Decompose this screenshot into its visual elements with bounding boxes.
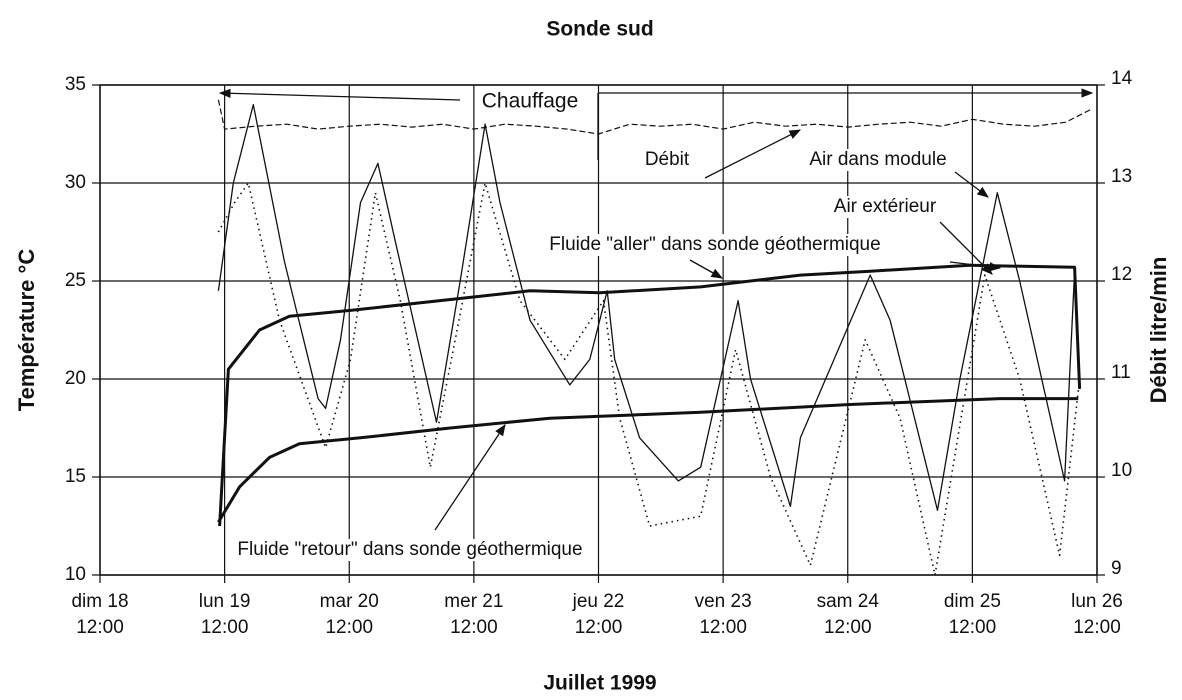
label-bg: [477, 90, 583, 114]
y2-tick-label: 13: [1111, 166, 1132, 187]
y2-tick-label: 14: [1111, 68, 1133, 89]
label-bg: [805, 149, 951, 171]
series-line: [217, 182, 1081, 576]
x-tick-label: sam 24 12:00: [816, 591, 879, 638]
arrow: [954, 171, 989, 198]
series-label: Fluide "retour" dans sonde géothermique: [237, 539, 582, 560]
y-tick-label: 15: [65, 466, 86, 487]
y-tick-label: 30: [65, 172, 86, 193]
chart-title: Sonde sud: [546, 18, 653, 41]
y2-axis-title: Débit litre/min: [1146, 257, 1171, 404]
y-tick-label: 25: [65, 270, 86, 291]
y2-tick-label: 10: [1111, 460, 1132, 481]
x-tick-label: jeu 22 12:00: [572, 591, 625, 638]
y-tick-label: 10: [65, 564, 86, 585]
series-label: Air dans module: [809, 149, 946, 170]
x-tick-label: lun 19 12:00: [198, 591, 251, 638]
annotation-arrows: [218, 88, 1094, 531]
y-tick-label: 35: [65, 74, 86, 95]
y2-tick-label: 12: [1111, 264, 1132, 285]
x-axis-title: Juillet 1999: [543, 672, 656, 695]
y2-tick-label: 11: [1111, 362, 1131, 383]
y-axis-title: Température °C: [14, 249, 39, 412]
arrow: [689, 259, 724, 279]
series-label: Débit: [645, 149, 690, 170]
label-bg: [829, 196, 941, 218]
annotation: Chauffage: [482, 90, 579, 113]
x-tick-label: mar 20 12:00: [319, 591, 379, 638]
series-line: [217, 99, 1092, 135]
series-label: Air extérieur: [834, 196, 937, 217]
series-line: [217, 397, 1079, 523]
y-tick-label: 20: [65, 368, 86, 389]
x-tick-label: mer 21 12:00: [444, 591, 504, 638]
series-line: [217, 103, 1081, 511]
x-tick-label: ven 23 12:00: [694, 591, 752, 638]
series-label: Fluide "aller" dans sonde géothermique: [549, 234, 880, 255]
arrow: [218, 88, 461, 101]
y2-tick-label: 9: [1111, 558, 1122, 579]
x-tick-label: dim 18 12:00: [71, 591, 129, 638]
series-line: [218, 263, 1082, 527]
label-bg: [545, 234, 885, 256]
label-bg: [640, 149, 694, 171]
plot-frame: [99, 84, 1098, 576]
arrow: [704, 129, 802, 179]
label-bg: [233, 539, 587, 561]
x-tick-label: lun 26 12:00: [1071, 591, 1123, 638]
x-tick-label: dim 25 12:00: [943, 591, 1001, 638]
